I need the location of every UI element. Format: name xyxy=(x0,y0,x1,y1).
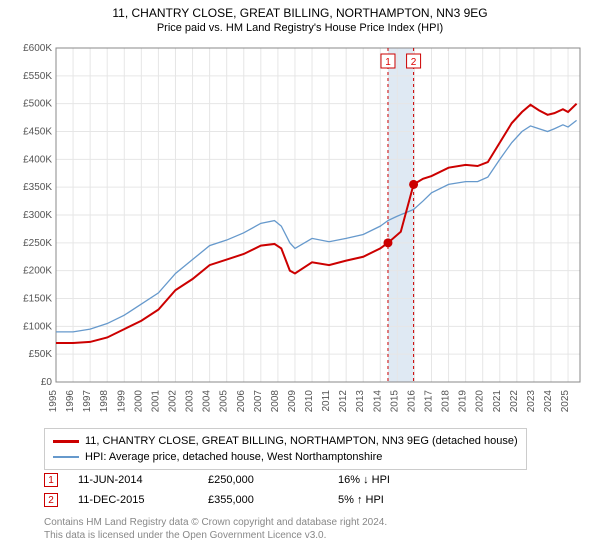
sale-date: 11-DEC-2015 xyxy=(78,494,208,506)
legend-swatch-property xyxy=(53,440,79,443)
svg-text:2002: 2002 xyxy=(167,390,178,413)
svg-text:1996: 1996 xyxy=(65,390,76,413)
svg-text:1998: 1998 xyxy=(99,390,110,413)
legend-label-hpi: HPI: Average price, detached house, West… xyxy=(85,449,382,465)
svg-text:2007: 2007 xyxy=(253,390,264,413)
footer-attribution: Contains HM Land Registry data © Crown c… xyxy=(44,516,387,542)
svg-text:1997: 1997 xyxy=(82,390,93,413)
chart-subtitle: Price paid vs. HM Land Registry's House … xyxy=(0,20,600,34)
svg-text:1: 1 xyxy=(385,57,391,68)
svg-text:2019: 2019 xyxy=(458,390,469,413)
legend: 11, CHANTRY CLOSE, GREAT BILLING, NORTHA… xyxy=(44,428,527,470)
sale-price: £355,000 xyxy=(208,494,338,506)
svg-text:2010: 2010 xyxy=(304,390,315,413)
footer-line-1: Contains HM Land Registry data © Crown c… xyxy=(44,516,387,529)
svg-text:2004: 2004 xyxy=(202,390,213,413)
sale-price: £250,000 xyxy=(208,474,338,486)
svg-text:2025: 2025 xyxy=(560,390,571,413)
svg-text:£250K: £250K xyxy=(23,238,52,249)
svg-text:£50K: £50K xyxy=(29,349,53,360)
svg-text:2021: 2021 xyxy=(492,390,503,413)
svg-text:2018: 2018 xyxy=(441,390,452,413)
legend-label-property: 11, CHANTRY CLOSE, GREAT BILLING, NORTHA… xyxy=(85,433,518,449)
table-row: 1 11-JUN-2014 £250,000 16% ↓ HPI xyxy=(44,470,468,490)
sale-delta: 5% ↑ HPI xyxy=(338,494,468,506)
svg-text:2017: 2017 xyxy=(424,390,435,413)
svg-text:2: 2 xyxy=(411,57,417,68)
svg-text:2001: 2001 xyxy=(150,390,161,413)
svg-text:£300K: £300K xyxy=(23,210,52,221)
svg-text:2023: 2023 xyxy=(526,390,537,413)
svg-text:1999: 1999 xyxy=(116,390,127,413)
svg-text:2022: 2022 xyxy=(509,390,520,413)
svg-text:£550K: £550K xyxy=(23,71,52,82)
svg-text:£400K: £400K xyxy=(23,154,52,165)
svg-text:£600K: £600K xyxy=(23,43,52,54)
svg-text:2020: 2020 xyxy=(475,390,486,413)
footer-line-2: This data is licensed under the Open Gov… xyxy=(44,529,387,542)
svg-text:2016: 2016 xyxy=(406,390,417,413)
svg-text:2024: 2024 xyxy=(543,390,554,413)
svg-text:£450K: £450K xyxy=(23,127,52,138)
chart-area: £0 £50K £100K £150K £200K £250K £300K £350K £400… xyxy=(10,42,590,422)
sales-table: 1 11-JUN-2014 £250,000 16% ↓ HPI 2 11-DE… xyxy=(44,470,468,510)
svg-text:2003: 2003 xyxy=(185,390,196,413)
svg-text:2009: 2009 xyxy=(287,390,298,413)
table-row: 2 11-DEC-2015 £355,000 5% ↑ HPI xyxy=(44,490,468,510)
svg-text:2005: 2005 xyxy=(219,390,230,413)
svg-text:2012: 2012 xyxy=(338,390,349,413)
svg-text:£0: £0 xyxy=(41,377,53,388)
svg-text:2013: 2013 xyxy=(355,390,366,413)
sale-date: 11-JUN-2014 xyxy=(78,474,208,486)
legend-item-hpi: HPI: Average price, detached house, West… xyxy=(53,449,518,465)
svg-text:2011: 2011 xyxy=(321,390,332,412)
svg-text:£500K: £500K xyxy=(23,99,52,110)
sale-delta: 16% ↓ HPI xyxy=(338,474,468,486)
svg-text:£100K: £100K xyxy=(23,321,52,332)
sale-marker-1: 1 xyxy=(44,473,58,487)
svg-text:£350K: £350K xyxy=(23,182,52,193)
legend-item-property: 11, CHANTRY CLOSE, GREAT BILLING, NORTHA… xyxy=(53,433,518,449)
svg-text:£200K: £200K xyxy=(23,266,52,277)
svg-text:2000: 2000 xyxy=(133,390,144,413)
svg-text:1995: 1995 xyxy=(48,390,59,413)
line-chart-svg: £0 £50K £100K £150K £200K £250K £300K £350K £400… xyxy=(10,42,590,422)
chart-title: 11, CHANTRY CLOSE, GREAT BILLING, NORTHA… xyxy=(0,0,600,20)
svg-text:2008: 2008 xyxy=(270,390,281,413)
legend-swatch-hpi xyxy=(53,456,79,458)
svg-text:£150K: £150K xyxy=(23,294,52,305)
svg-text:2006: 2006 xyxy=(236,390,247,413)
sale-marker-2: 2 xyxy=(44,493,58,507)
svg-text:2014: 2014 xyxy=(372,390,383,413)
svg-text:2015: 2015 xyxy=(389,390,400,413)
